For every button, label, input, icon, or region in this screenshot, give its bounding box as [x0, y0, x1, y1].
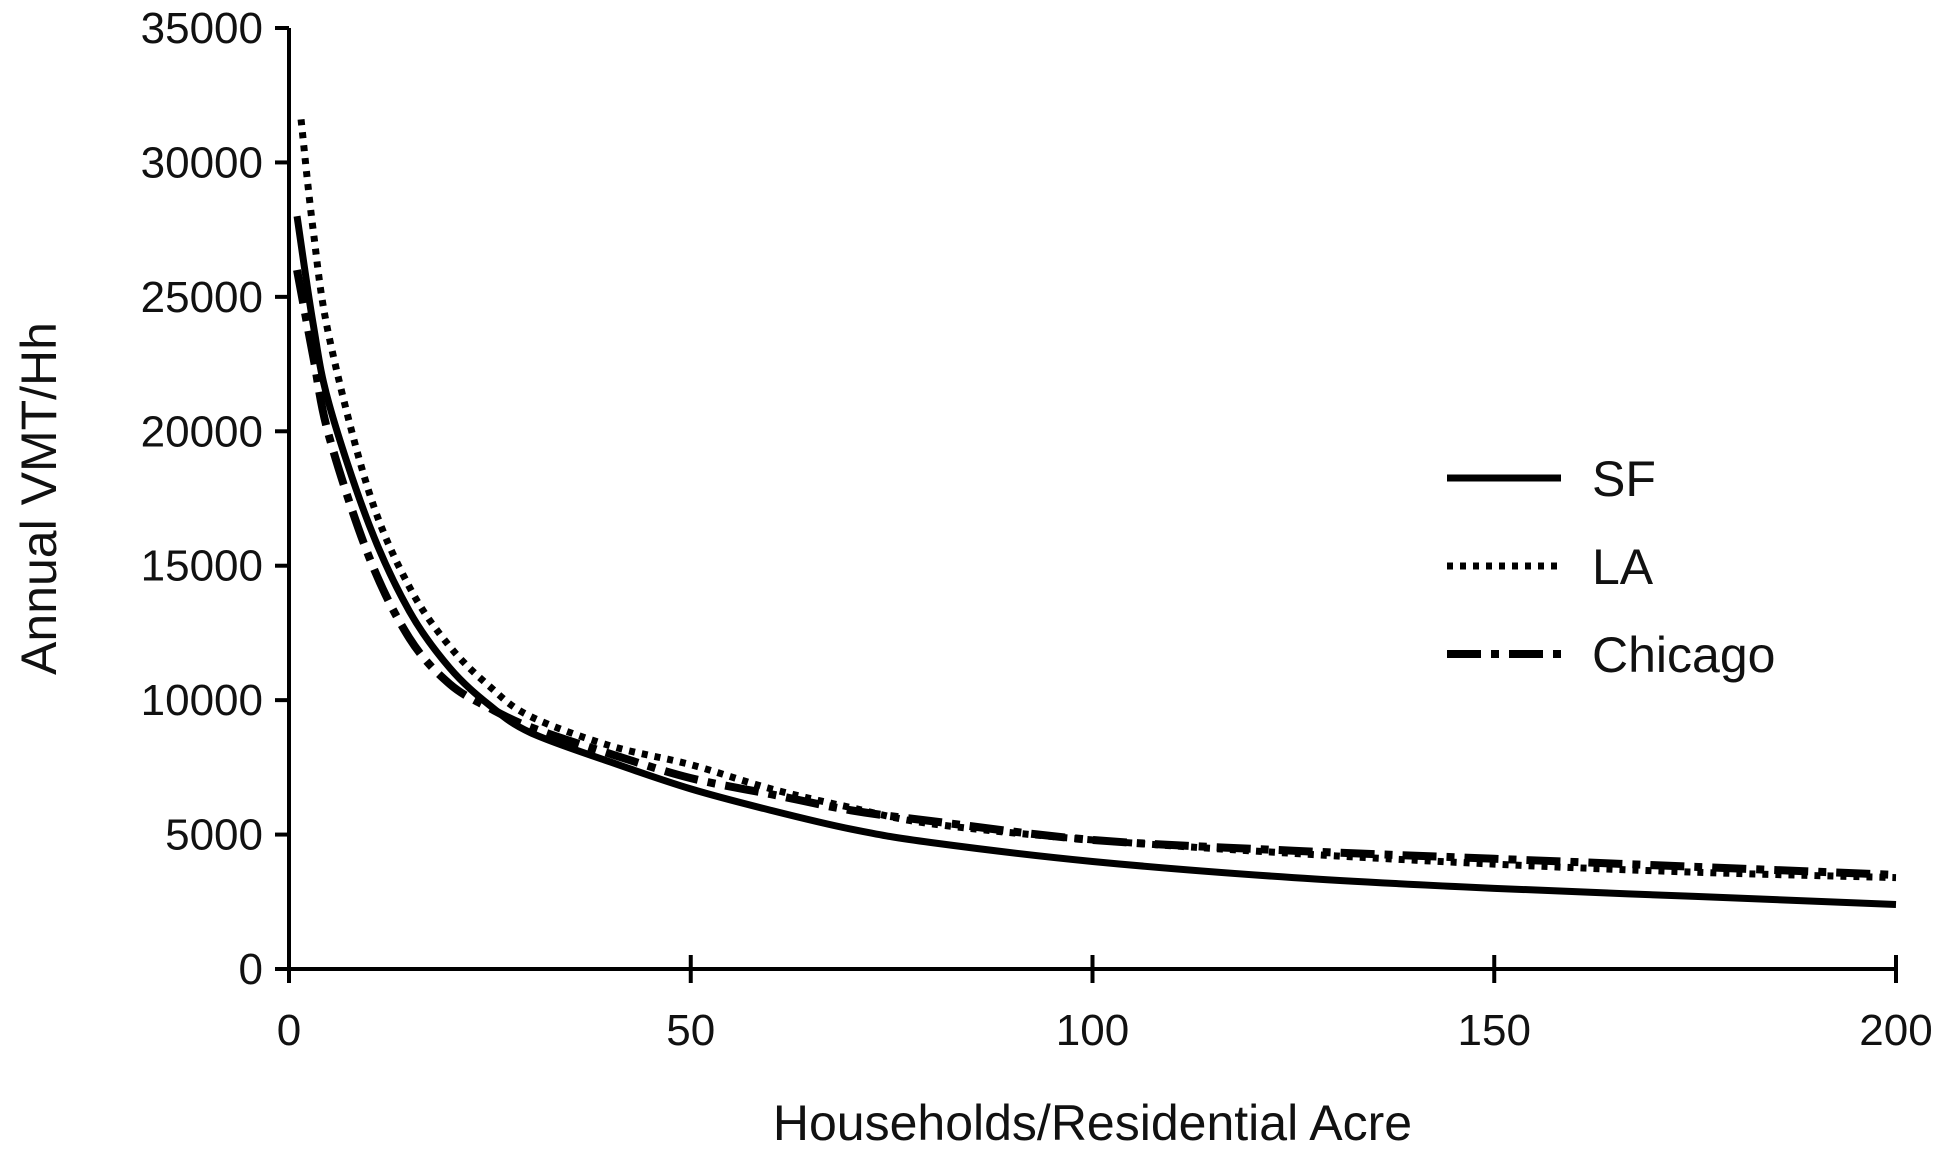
x-tick-label: 150: [1458, 1006, 1531, 1055]
y-tick-label: 5000: [165, 811, 263, 860]
y-tick-label: 10000: [141, 676, 263, 725]
axes: 0 5000 10000 15000 20000 25000 30000 35000 0 50 10…: [141, 4, 1933, 1055]
legend-label-la: LA: [1592, 539, 1654, 595]
x-tick-label: 50: [666, 1006, 715, 1055]
legend: SF LA Chicago: [1447, 451, 1775, 683]
y-tick-label: 0: [239, 945, 263, 994]
legend-label-chicago: Chicago: [1592, 627, 1775, 683]
series-line-la: [297, 119, 1897, 882]
x-tick-label: 100: [1056, 1006, 1129, 1055]
series-line-sf: [293, 215, 1897, 908]
x-axis-title: Households/Residential Acre: [773, 1095, 1412, 1151]
legend-label-sf: SF: [1592, 451, 1656, 507]
x-tick-label: 200: [1859, 1006, 1932, 1055]
y-tick-label: 35000: [141, 4, 263, 53]
series-line-chicago: [293, 269, 1897, 879]
y-tick-label: 25000: [141, 273, 263, 322]
y-axis-title: Annual VMT/Hh: [11, 322, 67, 675]
series-lines: [293, 119, 1897, 908]
y-tick-label: 15000: [141, 542, 263, 591]
y-tick-label: 30000: [141, 138, 263, 187]
y-tick-label: 20000: [141, 407, 263, 456]
x-tick-label: 0: [277, 1006, 301, 1055]
